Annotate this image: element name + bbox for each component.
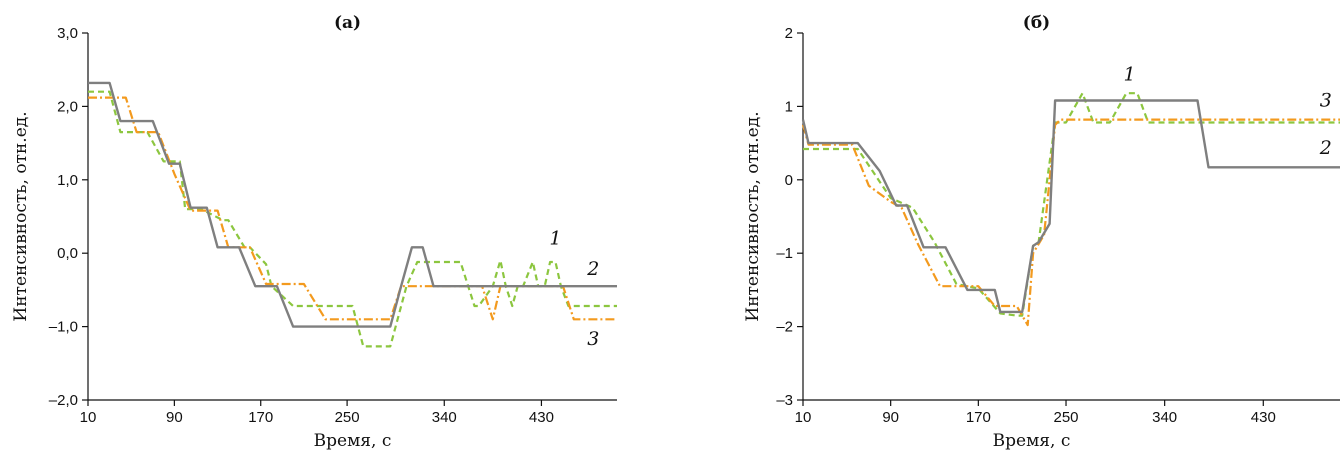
y-tick-label: 3,0 [57,25,78,42]
y-tick-label: –2,0 [49,392,78,409]
series-line-3 [801,118,1340,327]
x-tick-label: 170 [966,409,991,426]
y-tick-label: –1 [776,245,793,262]
series-line-1 [88,90,617,348]
y-tick-label: 1,0 [57,172,78,189]
x-tick-label: 10 [80,409,97,426]
y-tick-label: 2,0 [57,98,78,115]
series-line-2 [88,81,617,328]
chart-panel-1: –2,0 –1,0 0,0 1,0 2,0 3,0 10 90 170 250 340 430 1 2 3 (… [11,13,617,451]
y-tick-label: –3 [776,392,793,409]
y-axis-title: Интенсивность, отн.ед. [743,111,763,321]
panel-title: (а) [334,13,361,33]
series-label: 2 [586,258,599,280]
y-tick-label: 0 [785,172,793,189]
y-axis-title: Интенсивность, отн.ед. [11,111,31,321]
y-tick-label: 1 [785,98,793,115]
chart-panel-2: –3 –2 –1 0 1 2 10 90 170 250 340 430 1 3 2 (б) Время, с И… [743,13,1340,451]
x-tick-label: 170 [248,409,273,426]
y-tick-label: 2 [785,25,793,42]
series-line-1 [803,92,1340,317]
x-tick-label: 430 [1251,409,1276,426]
x-tick-label: 250 [1054,409,1079,426]
y-tick-label: –1,0 [49,319,78,336]
series-line-2 [801,99,1340,314]
y-tick-label: –2 [776,319,793,336]
panel-title: (б) [1023,13,1050,33]
x-tick-label: 250 [335,409,360,426]
series-label: 1 [549,227,561,249]
x-axis-title: Время, с [993,431,1071,451]
series-label: 2 [1319,137,1332,159]
x-axis-title: Время, с [314,431,392,451]
x-tick-label: 90 [882,409,899,426]
x-tick-label: 340 [432,409,457,426]
x-tick-label: 10 [795,409,812,426]
y-tick-label: 0,0 [57,245,78,262]
x-tick-label: 430 [529,409,554,426]
x-tick-label: 340 [1152,409,1177,426]
series-label: 3 [587,328,599,350]
x-tick-label: 90 [166,409,183,426]
series-label: 1 [1124,64,1136,86]
series-label: 3 [1320,89,1332,111]
